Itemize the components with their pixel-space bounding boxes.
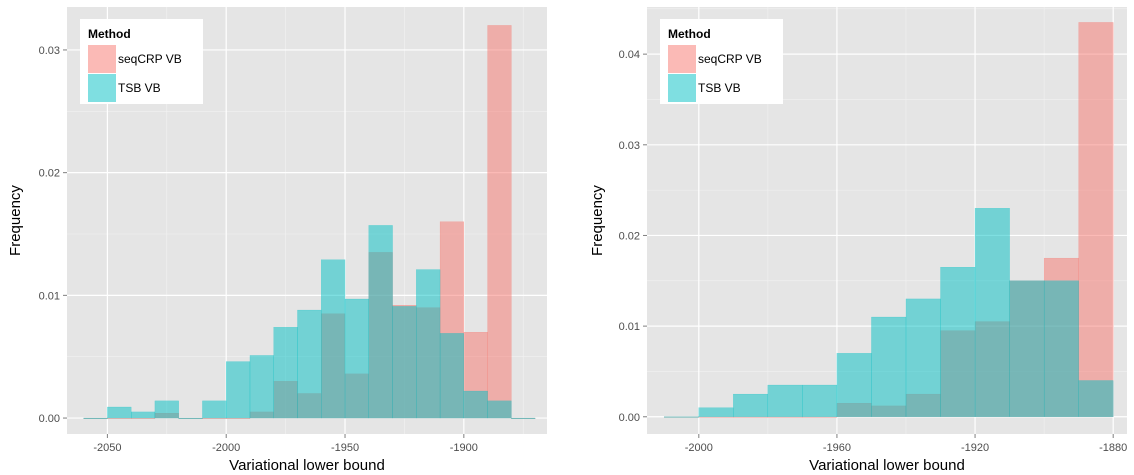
histogram-bar-tsb — [178, 417, 203, 419]
legend-label-seqcrp: seqCRP VB — [118, 52, 182, 66]
x-tick-label: -1950 — [331, 442, 359, 454]
y-tick-label: 0.00 — [619, 412, 640, 424]
legend-key-seqcrp — [668, 45, 696, 73]
histogram-bar-tsb — [698, 407, 734, 417]
histogram-bar-tsb — [1009, 280, 1045, 417]
y-tick-label: 0.02 — [39, 168, 60, 180]
histogram-bar-tsb — [802, 384, 838, 417]
histogram-chart-left: 0.00 0.01 0.02 0.03 -2050 -2000 -1950 -1900 Vari… — [7, 7, 547, 474]
histogram-bar-tsb — [836, 353, 872, 417]
histogram-bar-tsb — [511, 417, 536, 419]
histogram-bar-seqcrp — [487, 25, 512, 419]
histogram-bar-tsb — [83, 417, 108, 419]
y-tick-label: 0.04 — [619, 49, 640, 61]
histogram-bar-tsb — [487, 400, 512, 419]
x-axis-title: Variational lower bound — [809, 457, 965, 474]
y-tick-label: 0.03 — [39, 45, 60, 57]
histogram-bar-tsb — [905, 298, 941, 417]
histogram-bar-tsb — [131, 411, 156, 419]
legend-title: Method — [668, 27, 711, 41]
x-tick-label: -1900 — [450, 442, 478, 454]
histogram-bar-tsb — [767, 384, 803, 417]
histogram-bar-tsb — [202, 400, 227, 419]
histogram-bar-tsb — [871, 316, 907, 417]
y-tick-label: 0.00 — [39, 413, 60, 425]
x-tick-label: -2000 — [212, 442, 240, 454]
histogram-bar-tsb — [249, 355, 274, 419]
histogram-bar-tsb — [344, 298, 369, 419]
histogram-bar-tsb — [664, 416, 699, 418]
x-tick-label: -2000 — [685, 442, 713, 454]
histogram-bar-tsb — [733, 393, 769, 417]
histogram-bar-tsb — [439, 333, 464, 419]
histogram-chart-right: 0.00 0.01 0.02 0.03 0.04 -2000 -1960 -1920 -1880… — [589, 7, 1127, 474]
y-tick-label: 0.02 — [619, 230, 640, 242]
x-tick-label: -1960 — [823, 442, 851, 454]
histogram-bar-tsb — [154, 400, 179, 419]
histogram-bar-tsb — [297, 309, 322, 419]
histogram-bar-seqcrp — [1078, 22, 1114, 417]
histogram-bar-tsb — [463, 390, 488, 419]
legend-label-seqcrp: seqCRP VB — [698, 52, 762, 66]
legend-key-seqcrp — [88, 45, 116, 73]
x-tick-label: -1880 — [1099, 442, 1127, 454]
histogram-bar-tsb — [273, 327, 298, 419]
legend-label-tsb: TSB VB — [698, 81, 741, 95]
histogram-bar-tsb — [226, 361, 251, 419]
histogram-bar-tsb — [368, 225, 393, 419]
y-tick-label: 0.01 — [619, 321, 640, 333]
y-tick-label: 0.01 — [39, 290, 60, 302]
histogram-bar-tsb — [416, 269, 441, 419]
histogram-bar-tsb — [321, 259, 346, 419]
legend-key-tsb — [88, 74, 116, 102]
x-tick-label: -2050 — [93, 442, 121, 454]
y-axis-title: Frequency — [7, 185, 24, 256]
y-axis-title: Frequency — [589, 185, 606, 256]
legend-title: Method — [88, 27, 131, 41]
x-tick-label: -1920 — [961, 442, 989, 454]
x-axis-title: Variational lower bound — [229, 457, 385, 474]
histogram-bar-tsb — [974, 208, 1010, 417]
histogram-bar-tsb — [392, 306, 417, 419]
y-tick-label: 0.03 — [619, 140, 640, 152]
legend-key-tsb — [668, 74, 696, 102]
histogram-bar-tsb — [940, 267, 976, 417]
histogram-bar-tsb — [107, 406, 132, 419]
histogram-bar-tsb — [1078, 380, 1114, 417]
histogram-bar-tsb — [1043, 280, 1079, 417]
legend-label-tsb: TSB VB — [118, 81, 161, 95]
